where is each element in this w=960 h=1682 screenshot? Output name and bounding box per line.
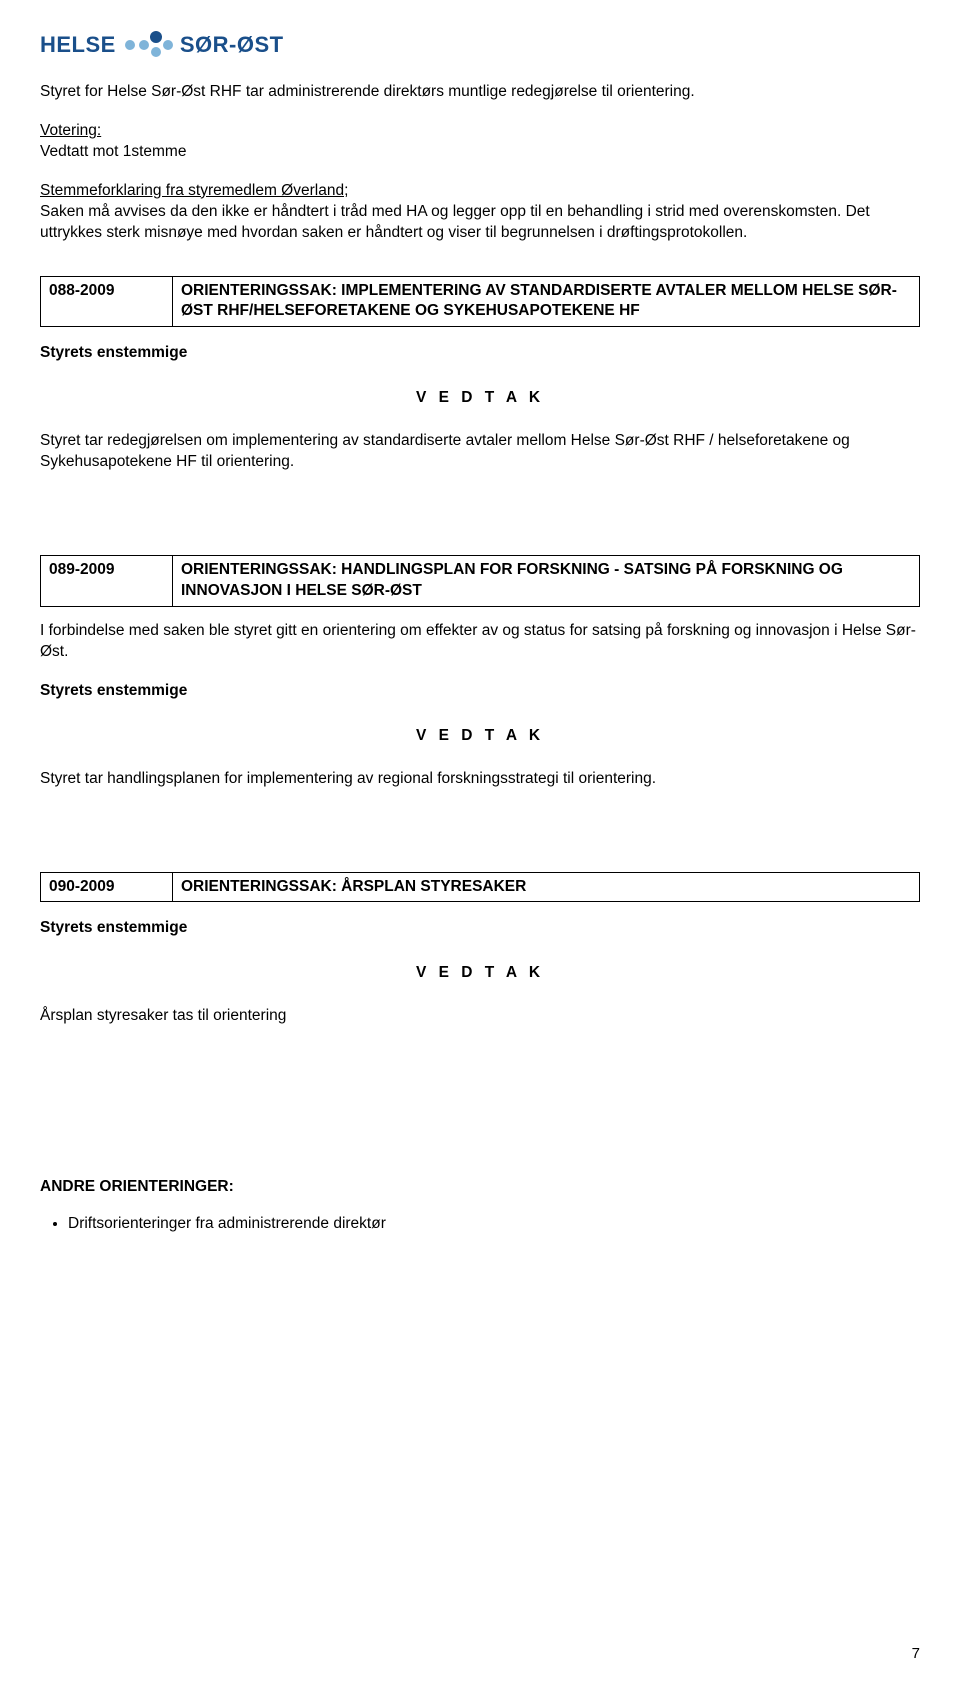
case-088-table: 088-2009 ORIENTERINGSSAK: IMPLEMENTERING…: [40, 276, 920, 328]
case-090-body: Årsplan styresaker tas til orientering: [40, 1006, 920, 1027]
stemmeforklaring-text: Saken må avvises da den ikke er håndtert…: [40, 203, 870, 241]
case-089-vedtak-label: V E D T A K: [40, 726, 920, 747]
page: HELSE SØR-ØST Styret for Helse Sør-Øst R…: [0, 0, 960, 1680]
case-089-id: 089-2009: [41, 556, 173, 607]
logo: HELSE SØR-ØST: [40, 30, 920, 60]
andre-list: Driftsorienteringer fra administrerende …: [40, 1214, 920, 1235]
andre-heading: ANDRE ORIENTERINGER:: [40, 1177, 920, 1198]
case-089-enst: Styrets enstemmige: [40, 681, 920, 702]
votering-block: Votering: Vedtatt mot 1stemme: [40, 121, 920, 163]
case-090-id: 090-2009: [41, 872, 173, 902]
case-089-prebody: I forbindelse med saken ble styret gitt …: [40, 621, 920, 663]
case-088-id: 088-2009: [41, 276, 173, 327]
case-089-title: ORIENTERINGSSAK: HANDLINGSPLAN FOR FORSK…: [173, 556, 920, 607]
andre-list-item: Driftsorienteringer fra administrerende …: [68, 1214, 920, 1235]
votering-text: Vedtatt mot 1stemme: [40, 143, 186, 160]
case-090-vedtak-label: V E D T A K: [40, 963, 920, 984]
logo-dots-icon: [122, 30, 174, 60]
case-088-body: Styret tar redegjørelsen om implementeri…: [40, 431, 920, 473]
case-090-enst: Styrets enstemmige: [40, 918, 920, 939]
logo-text-left: HELSE: [40, 30, 116, 60]
stemmeforklaring-label: Stemmeforklaring fra styremedlem Øverlan…: [40, 182, 348, 199]
case-089-table: 089-2009 ORIENTERINGSSAK: HANDLINGSPLAN …: [40, 555, 920, 607]
case-089-body: Styret tar handlingsplanen for implement…: [40, 769, 920, 790]
page-number: 7: [912, 1644, 920, 1664]
stemmeforklaring-block: Stemmeforklaring fra styremedlem Øverlan…: [40, 181, 920, 244]
votering-label: Votering:: [40, 122, 101, 139]
case-088-vedtak-label: V E D T A K: [40, 388, 920, 409]
logo-text-right: SØR-ØST: [180, 30, 284, 60]
logo-dots: [122, 30, 174, 60]
case-088-title: ORIENTERINGSSAK: IMPLEMENTERING AV STAND…: [173, 276, 920, 327]
case-090-title: ORIENTERINGSSAK: ÅRSPLAN STYRESAKER: [173, 872, 920, 902]
case-090-table: 090-2009 ORIENTERINGSSAK: ÅRSPLAN STYRES…: [40, 872, 920, 903]
case-088-enst: Styrets enstemmige: [40, 343, 920, 364]
intro-paragraph: Styret for Helse Sør-Øst RHF tar adminis…: [40, 82, 920, 103]
